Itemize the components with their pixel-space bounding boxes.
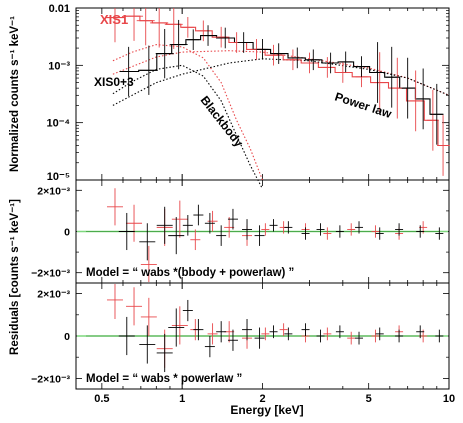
y-tick-label: 0 xyxy=(64,331,70,343)
xis03-label: XIS0+3 xyxy=(94,75,134,89)
xis1-label: XIS1 xyxy=(100,12,128,27)
y-tick-label: −2×10⁻³ xyxy=(31,268,70,280)
model-caption-powerlaw: Model = “ wabs * powerlaw ” xyxy=(86,373,242,385)
x-tick-label: 5 xyxy=(366,393,372,405)
total-model-xis1 xyxy=(106,15,450,147)
power-law-model-xis03 xyxy=(112,58,450,106)
spectrum-y-axis-label: Normalized counts s⁻¹ keV⁻¹ xyxy=(9,16,21,172)
blackbody-model-xis03 xyxy=(112,64,263,190)
data-layer xyxy=(77,8,450,373)
blackbody-model-xis1 xyxy=(112,44,264,181)
y-tick-label: 10⁻³ xyxy=(48,60,70,72)
x-tick-label: 1 xyxy=(179,393,185,405)
y-tick-label: 10⁻⁴ xyxy=(47,118,70,130)
y-tick-label: 2×10⁻³ xyxy=(37,185,70,197)
y-tick-label: −2×10⁻³ xyxy=(31,373,70,385)
panel-frame-1 xyxy=(75,7,450,181)
y-tick-label: 0 xyxy=(64,227,70,239)
x-tick-label: 10 xyxy=(443,393,455,405)
panel-frames xyxy=(75,7,450,390)
y-tick-label: 2×10⁻³ xyxy=(37,289,70,301)
x-tick-label: 2 xyxy=(259,393,265,405)
model-caption-bbody: Model = “ wabs *(bbody + powerlaw) ” xyxy=(86,267,294,279)
residuals-y-axis-label: Residuals [counts s⁻¹ keV⁻¹] xyxy=(9,199,21,355)
x-tick-label: 0.5 xyxy=(94,393,109,405)
x-axis-label: Energy [keV] xyxy=(230,403,303,417)
power-law-label: Power law xyxy=(333,90,394,122)
y-tick-label: 0.01 xyxy=(49,3,70,15)
y-tick-label: 10⁻⁵ xyxy=(47,171,70,183)
blackbody-label: Blackbody xyxy=(198,93,247,150)
